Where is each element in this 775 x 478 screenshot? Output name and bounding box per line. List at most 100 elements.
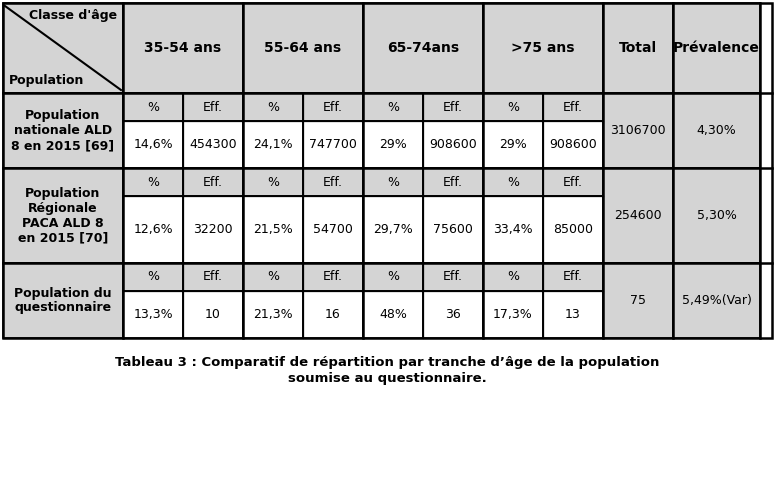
Bar xyxy=(123,263,183,291)
Text: 35-54 ans: 35-54 ans xyxy=(144,41,222,55)
Text: Population
nationale ALD
8 en 2015 [69]: Population nationale ALD 8 en 2015 [69] xyxy=(12,109,115,152)
Bar xyxy=(183,196,243,263)
Bar xyxy=(673,3,760,93)
Bar xyxy=(543,121,603,168)
Text: %: % xyxy=(147,100,159,113)
Text: soumise au questionnaire.: soumise au questionnaire. xyxy=(288,372,487,385)
Bar xyxy=(243,93,303,121)
Text: Population du
questionnaire: Population du questionnaire xyxy=(14,286,112,315)
Bar xyxy=(483,291,543,338)
Bar xyxy=(543,168,603,196)
Bar xyxy=(243,291,303,338)
Bar xyxy=(543,196,603,263)
Bar xyxy=(363,263,423,291)
Text: %: % xyxy=(387,271,399,283)
Bar xyxy=(303,168,363,196)
Text: Eff.: Eff. xyxy=(323,271,343,283)
Bar xyxy=(363,168,423,196)
Bar xyxy=(363,3,483,93)
Text: %: % xyxy=(507,175,519,188)
Bar xyxy=(123,93,183,121)
Text: 29,7%: 29,7% xyxy=(373,223,413,236)
Bar xyxy=(423,291,483,338)
Bar xyxy=(303,121,363,168)
Bar xyxy=(423,93,483,121)
Text: 13,3%: 13,3% xyxy=(133,308,173,321)
Bar xyxy=(363,196,423,263)
Bar xyxy=(183,168,243,196)
Text: %: % xyxy=(147,175,159,188)
Bar xyxy=(243,121,303,168)
Text: 33,4%: 33,4% xyxy=(493,223,533,236)
Bar xyxy=(483,168,543,196)
Bar xyxy=(363,121,423,168)
Bar xyxy=(303,196,363,263)
Text: 454300: 454300 xyxy=(189,138,237,151)
Bar xyxy=(673,93,760,168)
Text: Eff.: Eff. xyxy=(203,175,223,188)
Bar xyxy=(483,93,543,121)
Bar xyxy=(183,263,243,291)
Bar xyxy=(603,93,673,168)
Text: 5,49%(Var): 5,49%(Var) xyxy=(681,294,752,307)
Bar xyxy=(603,263,673,338)
Text: 85000: 85000 xyxy=(553,223,593,236)
Text: %: % xyxy=(507,271,519,283)
Text: 4,30%: 4,30% xyxy=(697,124,736,137)
Text: 48%: 48% xyxy=(379,308,407,321)
Bar xyxy=(243,3,363,93)
Bar xyxy=(483,121,543,168)
Bar xyxy=(423,263,483,291)
Text: Eff.: Eff. xyxy=(443,271,463,283)
Bar xyxy=(183,291,243,338)
Text: Eff.: Eff. xyxy=(323,175,343,188)
Text: 12,6%: 12,6% xyxy=(133,223,173,236)
Text: Tableau 3 : Comparatif de répartition par tranche d’âge de la population: Tableau 3 : Comparatif de répartition pa… xyxy=(115,356,660,369)
Bar xyxy=(543,263,603,291)
Bar xyxy=(3,3,772,338)
Text: 32200: 32200 xyxy=(193,223,232,236)
Bar xyxy=(183,121,243,168)
Text: 75: 75 xyxy=(630,294,646,307)
Text: Eff.: Eff. xyxy=(563,175,583,188)
Text: 65-74ans: 65-74ans xyxy=(387,41,459,55)
Bar xyxy=(123,291,183,338)
Bar xyxy=(183,93,243,121)
Text: Eff.: Eff. xyxy=(203,100,223,113)
Bar xyxy=(363,291,423,338)
Text: Prévalence: Prévalence xyxy=(673,41,760,55)
Text: Total: Total xyxy=(619,41,657,55)
Text: 3106700: 3106700 xyxy=(610,124,666,137)
Text: 5,30%: 5,30% xyxy=(697,209,736,222)
Text: Population: Population xyxy=(9,74,84,87)
Bar xyxy=(243,263,303,291)
Text: %: % xyxy=(267,271,279,283)
Bar xyxy=(123,121,183,168)
Text: Eff.: Eff. xyxy=(443,175,463,188)
Text: Eff.: Eff. xyxy=(563,100,583,113)
Bar xyxy=(123,196,183,263)
Text: >75 ans: >75 ans xyxy=(512,41,575,55)
Bar xyxy=(423,196,483,263)
Text: 10: 10 xyxy=(205,308,221,321)
Bar xyxy=(3,3,123,93)
Text: Eff.: Eff. xyxy=(203,271,223,283)
Text: 55-64 ans: 55-64 ans xyxy=(264,41,342,55)
Bar xyxy=(123,3,243,93)
Text: 17,3%: 17,3% xyxy=(493,308,533,321)
Text: 36: 36 xyxy=(445,308,461,321)
Bar xyxy=(483,263,543,291)
Text: 254600: 254600 xyxy=(614,209,662,222)
Text: Eff.: Eff. xyxy=(443,100,463,113)
Text: Eff.: Eff. xyxy=(563,271,583,283)
Bar xyxy=(3,263,123,338)
Text: 14,6%: 14,6% xyxy=(133,138,173,151)
Bar xyxy=(303,263,363,291)
Text: 908600: 908600 xyxy=(549,138,597,151)
Bar xyxy=(303,291,363,338)
Bar xyxy=(3,168,123,263)
Text: %: % xyxy=(387,100,399,113)
Bar xyxy=(423,121,483,168)
Text: 13: 13 xyxy=(565,308,581,321)
Text: %: % xyxy=(147,271,159,283)
